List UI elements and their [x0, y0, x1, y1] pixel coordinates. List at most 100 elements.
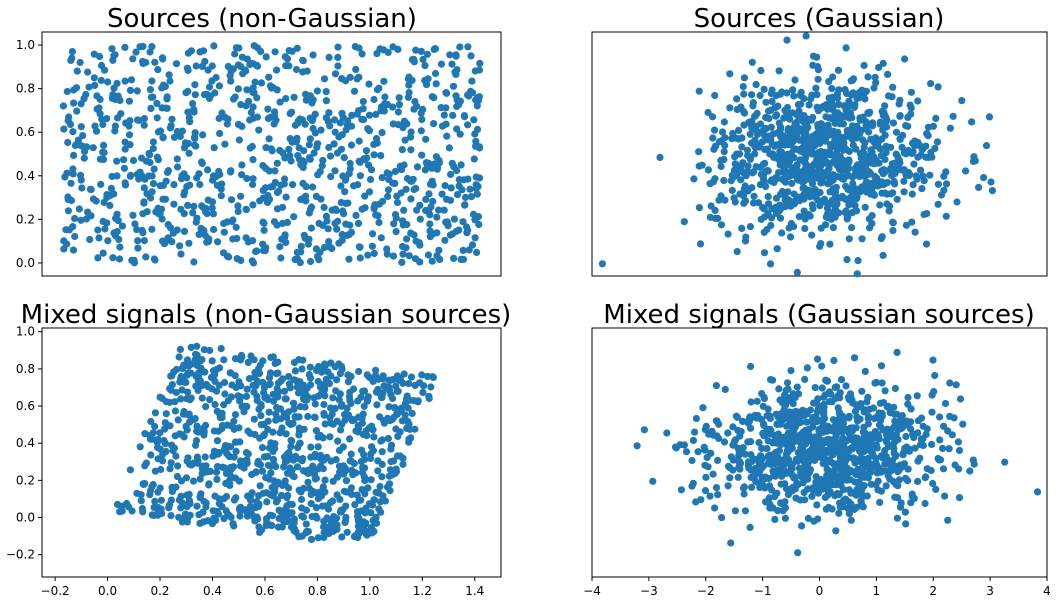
scatter-point: [711, 504, 718, 511]
scatter-point: [706, 493, 713, 500]
scatter-point: [355, 74, 362, 81]
scatter-point: [833, 194, 840, 201]
scatter-point: [805, 148, 812, 155]
scatter-point: [150, 180, 157, 187]
scatter-point: [189, 100, 196, 107]
scatter-point: [191, 134, 198, 141]
scatter-point: [678, 486, 685, 493]
x-tick-label: 4: [1043, 584, 1051, 598]
scatter-point: [147, 105, 154, 112]
scatter-point: [180, 362, 187, 369]
scatter-point: [763, 125, 770, 132]
scatter-point: [688, 483, 695, 490]
scatter-point: [928, 467, 935, 474]
scatter-point: [731, 153, 738, 160]
scatter-point: [396, 94, 403, 101]
scatter-point: [172, 453, 179, 460]
scatter-point: [865, 420, 872, 427]
scatter-point: [344, 200, 351, 207]
scatter-point: [320, 457, 327, 464]
scatter-point: [64, 139, 71, 146]
scatter-point: [792, 168, 799, 175]
scatter-point: [165, 167, 172, 174]
scatter-point: [449, 160, 456, 167]
scatter-point: [464, 121, 471, 128]
scatter-point: [290, 457, 297, 464]
scatter-point: [340, 471, 347, 478]
scatter-point: [192, 351, 199, 358]
y-tick-label: 0.2: [16, 212, 35, 226]
scatter-point: [342, 221, 349, 228]
scatter-point: [151, 504, 158, 511]
scatter-point: [743, 185, 750, 192]
scatter-point: [786, 417, 793, 424]
scatter-point: [307, 454, 314, 461]
scatter-point: [366, 112, 373, 119]
scatter-point: [309, 117, 316, 124]
x-tick-label: 1.4: [465, 584, 484, 598]
scatter-point: [854, 417, 861, 424]
scatter-point: [247, 503, 254, 510]
scatter-point: [817, 135, 824, 142]
scatter-point: [894, 196, 901, 203]
scatter-point: [312, 111, 319, 118]
scatter-point: [234, 202, 241, 209]
scatter-point: [325, 225, 332, 232]
scatter-point: [177, 251, 184, 258]
scatter-point: [423, 81, 430, 88]
scatter-point: [738, 165, 745, 172]
scatter-point: [786, 443, 793, 450]
scatter-point: [321, 75, 328, 82]
scatter-point: [69, 48, 76, 55]
scatter-point: [466, 186, 473, 193]
scatter-point: [304, 68, 311, 75]
scatter-point: [194, 454, 201, 461]
scatter-point: [273, 404, 280, 411]
scatter-point: [818, 417, 825, 424]
scatter-point: [243, 175, 250, 182]
scatter-point: [843, 437, 850, 444]
scatter-point: [390, 220, 397, 227]
scatter-point: [887, 409, 894, 416]
scatter-point: [776, 436, 783, 443]
scatter-point: [356, 244, 363, 251]
y-axis: 0.00.20.40.60.81.0: [16, 38, 42, 270]
scatter-point: [697, 496, 704, 503]
scatter-point: [809, 423, 816, 430]
scatter-point: [390, 253, 397, 260]
scatter-point: [165, 221, 172, 228]
scatter-point: [260, 187, 267, 194]
scatter-point: [894, 154, 901, 161]
scatter-point: [227, 72, 234, 79]
scatter-point: [84, 209, 91, 216]
scatter-point: [188, 395, 195, 402]
scatter-point: [289, 181, 296, 188]
scatter-point: [762, 114, 769, 121]
scatter-point: [767, 260, 774, 267]
scatter-point: [326, 122, 333, 129]
scatter-point: [840, 157, 847, 164]
scatter-point: [191, 81, 198, 88]
scatter-point: [962, 167, 969, 174]
scatter-point: [950, 113, 957, 120]
scatter-point: [891, 180, 898, 187]
scatter-point: [747, 438, 754, 445]
scatter-point: [109, 173, 116, 180]
scatter-point: [141, 122, 148, 129]
scatter-point: [416, 242, 423, 249]
scatter-point: [822, 494, 829, 501]
scatter-point: [244, 428, 251, 435]
scatter-point: [210, 226, 217, 233]
scatter-point: [835, 209, 842, 216]
scatter-point: [197, 476, 204, 483]
scatter-point: [154, 114, 161, 121]
scatter-point: [399, 251, 406, 258]
scatter-point: [338, 110, 345, 117]
scatter-point: [274, 205, 281, 212]
scatter-point: [151, 59, 158, 66]
scatter-point: [297, 403, 304, 410]
scatter-point: [203, 91, 210, 98]
scatter-point: [227, 464, 234, 471]
scatter-point: [850, 142, 857, 149]
x-tick-label: −2: [697, 584, 715, 598]
